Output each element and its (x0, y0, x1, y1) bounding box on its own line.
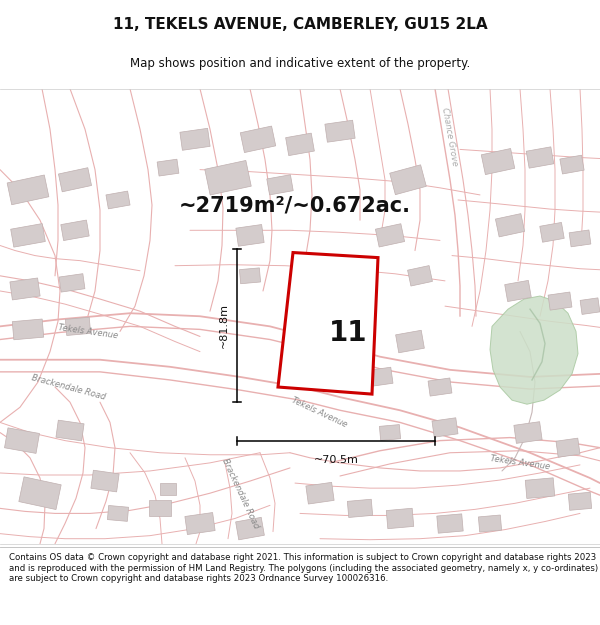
Polygon shape (490, 296, 578, 404)
Polygon shape (556, 438, 580, 458)
Polygon shape (185, 512, 215, 534)
Text: Tekels Avenue: Tekels Avenue (58, 322, 119, 340)
Polygon shape (349, 278, 371, 294)
Polygon shape (180, 128, 210, 150)
Polygon shape (395, 330, 424, 352)
Polygon shape (239, 268, 260, 284)
Text: ~81.8m: ~81.8m (219, 303, 229, 348)
Polygon shape (376, 224, 404, 247)
Polygon shape (525, 478, 555, 499)
Polygon shape (236, 518, 265, 540)
Polygon shape (505, 281, 531, 301)
Polygon shape (59, 274, 85, 292)
Polygon shape (428, 378, 452, 396)
Text: 11: 11 (329, 319, 367, 347)
Polygon shape (5, 428, 40, 453)
Polygon shape (526, 147, 554, 168)
Text: 11, TEKELS AVENUE, CAMBERLEY, GU15 2LA: 11, TEKELS AVENUE, CAMBERLEY, GU15 2LA (113, 18, 487, 32)
Polygon shape (432, 418, 458, 437)
Text: Map shows position and indicative extent of the property.: Map shows position and indicative extent… (130, 58, 470, 71)
Polygon shape (91, 470, 119, 492)
Text: ~2719m²/~0.672ac.: ~2719m²/~0.672ac. (179, 195, 411, 215)
Polygon shape (540, 222, 564, 243)
Polygon shape (569, 230, 591, 247)
Polygon shape (65, 318, 91, 336)
Polygon shape (306, 482, 334, 504)
Polygon shape (496, 214, 524, 237)
Text: Brackendale Road: Brackendale Road (30, 372, 106, 401)
Polygon shape (580, 298, 600, 314)
Polygon shape (560, 155, 584, 174)
Polygon shape (386, 508, 414, 529)
Polygon shape (478, 515, 502, 532)
Polygon shape (481, 149, 515, 174)
Polygon shape (325, 120, 355, 142)
Polygon shape (568, 492, 592, 510)
Polygon shape (107, 506, 128, 521)
Polygon shape (236, 224, 264, 246)
Text: Tekels Avenue: Tekels Avenue (490, 454, 551, 471)
Polygon shape (267, 175, 293, 195)
Polygon shape (548, 292, 572, 310)
Text: Chance Grove: Chance Grove (440, 107, 459, 167)
Text: ~70.5m: ~70.5m (314, 455, 358, 465)
Polygon shape (19, 477, 61, 509)
Polygon shape (58, 168, 92, 192)
Polygon shape (56, 420, 84, 441)
Polygon shape (149, 500, 171, 516)
Polygon shape (157, 159, 179, 176)
Text: Tekels Avenue: Tekels Avenue (290, 396, 348, 429)
Polygon shape (205, 161, 251, 195)
Polygon shape (367, 368, 393, 387)
Polygon shape (379, 424, 401, 441)
Text: Brackendale Road: Brackendale Road (220, 457, 260, 530)
Polygon shape (160, 483, 176, 495)
Polygon shape (437, 514, 463, 533)
Polygon shape (12, 319, 44, 340)
Polygon shape (278, 253, 378, 394)
Polygon shape (389, 165, 427, 194)
Polygon shape (347, 499, 373, 518)
Polygon shape (514, 422, 542, 443)
Polygon shape (106, 191, 130, 209)
Polygon shape (10, 278, 40, 300)
Polygon shape (240, 126, 276, 152)
Polygon shape (7, 175, 49, 205)
Text: Contains OS data © Crown copyright and database right 2021. This information is : Contains OS data © Crown copyright and d… (9, 554, 598, 583)
Polygon shape (286, 133, 314, 156)
Polygon shape (407, 266, 433, 286)
Polygon shape (61, 220, 89, 241)
Polygon shape (11, 224, 46, 247)
